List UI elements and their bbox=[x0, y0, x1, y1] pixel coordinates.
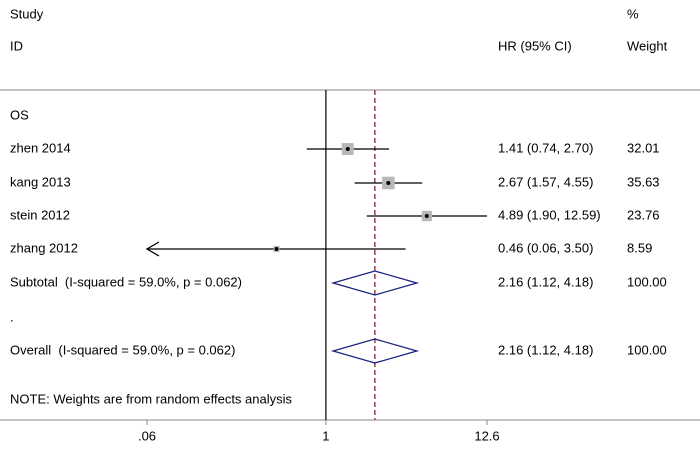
note: NOTE: Weights are from random effects an… bbox=[10, 391, 293, 406]
x-tick-label: 1 bbox=[322, 428, 329, 443]
ci-arrow bbox=[145, 241, 160, 257]
weight-text: 23.76 bbox=[627, 207, 660, 222]
header-id: ID bbox=[10, 38, 23, 53]
weight-text: 35.63 bbox=[627, 174, 660, 189]
effect-text: 0.46 (0.06, 3.50) bbox=[498, 240, 593, 255]
weight-text: 100.00 bbox=[627, 274, 667, 289]
x-tick-label: 12.6 bbox=[474, 428, 499, 443]
subgroup-label: OS bbox=[10, 107, 29, 122]
header-pct: % bbox=[627, 6, 639, 21]
point-estimate bbox=[424, 214, 429, 218]
header-effect: HR (95% CI) bbox=[498, 38, 572, 53]
pooled-diamond bbox=[330, 270, 420, 296]
weight-text: 100.00 bbox=[627, 342, 667, 357]
effect-text: 2.16 (1.12, 4.18) bbox=[498, 274, 593, 289]
header-weight: Weight bbox=[627, 38, 668, 53]
study-label: zhen 2014 bbox=[10, 140, 71, 155]
x-tick-label: .06 bbox=[138, 428, 156, 443]
effect-text: 2.16 (1.12, 4.18) bbox=[498, 342, 593, 357]
effect-text: 1.41 (0.74, 2.70) bbox=[498, 140, 593, 155]
study-label: kang 2013 bbox=[10, 174, 71, 189]
study-label: zhang 2012 bbox=[10, 240, 78, 255]
weight-text: 32.01 bbox=[627, 140, 660, 155]
effect-text: 4.89 (1.90, 12.59) bbox=[498, 207, 601, 222]
effect-text: 2.67 (1.57, 4.55) bbox=[498, 174, 593, 189]
point-estimate bbox=[274, 247, 279, 251]
separator: . bbox=[10, 309, 14, 324]
point-estimate bbox=[386, 181, 391, 185]
overall-label: Overall (I-squared = 59.0%, p = 0.062) bbox=[10, 342, 235, 357]
header-study: Study bbox=[10, 6, 44, 21]
weight-text: 8.59 bbox=[627, 240, 652, 255]
point-estimate bbox=[345, 147, 350, 151]
pooled-diamond bbox=[330, 338, 420, 364]
subtotal-label: Subtotal (I-squared = 59.0%, p = 0.062) bbox=[10, 274, 242, 289]
study-label: stein 2012 bbox=[10, 207, 70, 222]
